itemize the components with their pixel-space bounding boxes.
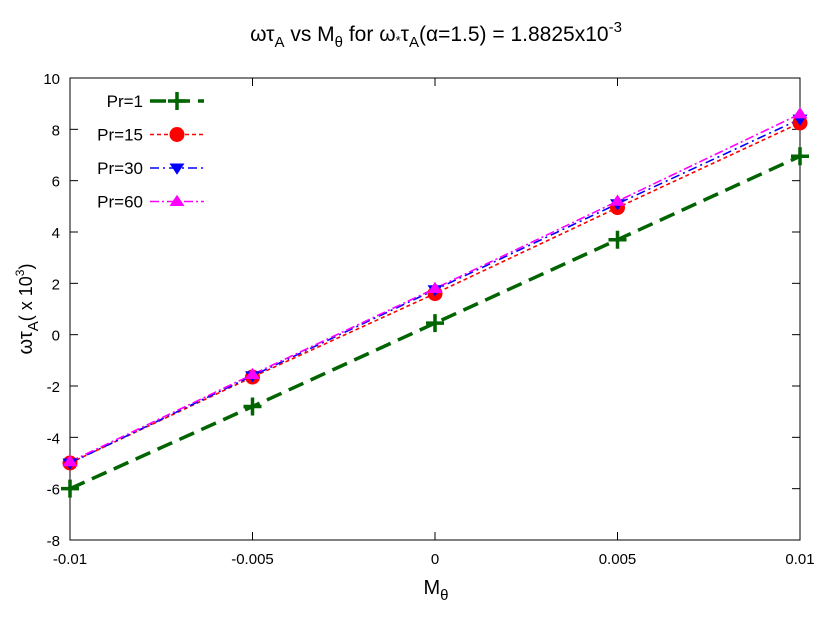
x-axis-label-main: M (423, 577, 440, 599)
y-tick-label: 8 (52, 122, 60, 139)
x-tick-label: 0.01 (785, 551, 814, 568)
y-axis-label: ωτA( x 103) (13, 264, 42, 355)
x-axis-label-sub: θ (440, 587, 448, 604)
data-point (608, 230, 627, 249)
x-tick-label: 0 (431, 551, 439, 568)
series-markers (61, 107, 809, 498)
data-point (791, 147, 809, 166)
data-point (243, 397, 262, 416)
chart-title: ωτA vs Mθ for ω*τA(α=1.5) = 1.8825x10-3 (250, 19, 622, 51)
x-axis-label: Mθ (423, 577, 448, 604)
legend-marker (169, 127, 185, 142)
title-for: for ω (343, 23, 396, 46)
legend-label: Pr=15 (97, 126, 143, 145)
plot-frame (69, 77, 801, 541)
data-point (610, 194, 625, 206)
title-alpha: (α=1.5) = 1.8825x10 (419, 23, 609, 46)
data-point (62, 454, 78, 467)
legend-label: Pr=60 (97, 193, 143, 212)
y-tick-label: 2 (52, 276, 60, 293)
title-theta-sub: θ (335, 34, 343, 51)
legend: Pr=1 Pr=15 Pr=30 Pr=60 (97, 92, 204, 212)
y-tick-label: -2 (47, 379, 60, 396)
legend-marker (169, 163, 185, 175)
y-axis-label-tail: ( x 10 (16, 276, 36, 321)
data-point (426, 314, 444, 333)
title-vs: vs M (285, 23, 335, 46)
data-point (792, 107, 808, 119)
y-tick-label: 0 (52, 328, 60, 345)
data-point (245, 367, 260, 379)
y-axis-label-sub: A (25, 321, 42, 331)
data-point (427, 281, 443, 293)
data-point (61, 479, 79, 498)
series-line (69, 154, 801, 491)
x-tick-label: 0.005 (599, 551, 637, 568)
legend-marker (169, 194, 185, 206)
y-tick-label: 4 (52, 225, 60, 242)
title-omega-tau: ωτ (250, 23, 275, 46)
title-star: * (396, 33, 401, 48)
legend-label: Pr=1 (107, 92, 143, 111)
y-tick-label: -6 (47, 482, 60, 499)
y-axis-label-sup: 3 (13, 269, 27, 276)
x-tick-label: -0.01 (53, 551, 87, 568)
y-tick-label: -8 (47, 533, 60, 550)
y-tick-label: 6 (52, 174, 60, 191)
y-tick-label: 10 (43, 71, 60, 88)
x-tick-label: -0.005 (231, 551, 274, 568)
y-axis-label-close: ) (16, 264, 36, 270)
legend-label: Pr=30 (97, 159, 143, 178)
title-omega-tau-sub: A (274, 34, 284, 51)
title-tau: τ (401, 23, 410, 46)
y-tick-label: -4 (47, 430, 60, 447)
y-axis-ticks: -8 -6 -4 -2 0 2 4 6 8 10 (43, 71, 800, 550)
title-tau-sub: A (409, 34, 419, 51)
y-axis-label-main: ωτ (15, 331, 37, 354)
title-exp: -3 (609, 19, 622, 36)
x-axis-ticks: -0.01 -0.005 0 0.005 0.01 (53, 78, 815, 568)
legend-marker (168, 92, 186, 110)
